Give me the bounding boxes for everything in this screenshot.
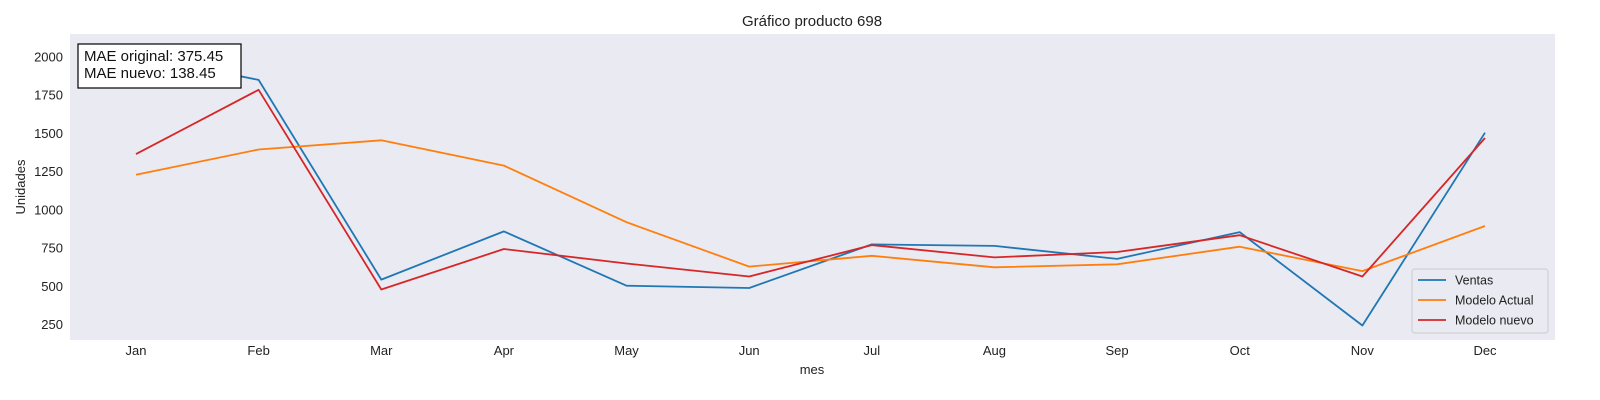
legend-box (1411, 268, 1549, 334)
y-tick-label: 500 (41, 279, 63, 294)
y-tick-label: 750 (41, 241, 63, 256)
mae-annotation-box (77, 43, 242, 89)
series-line-1 (135, 54, 1486, 327)
mae-annotation: MAE original: 375.45 MAE nuevo: 138.45 (77, 43, 242, 89)
series-line-3 (135, 88, 1486, 291)
y-axis-ticks: 250 500 750 1000 1250 1500 1750 2000 (34, 49, 63, 332)
chart-title: Gráfico producto 698 (742, 13, 882, 30)
x-tick-label: Apr (494, 343, 515, 358)
x-axis-ticks: Jan Feb Mar Apr May Jun Jul Aug Sep Oct Nov Dec (126, 343, 1498, 358)
x-tick-label: Aug (983, 343, 1006, 358)
x-tick-label: Sep (1106, 343, 1129, 358)
y-tick-label: 250 (41, 317, 63, 332)
y-axis-label: Unidades (13, 159, 28, 214)
legend-label: Modelo nuevo (1455, 314, 1534, 328)
x-tick-label: Jul (864, 343, 881, 358)
legend: Ventas Modelo Actual Modelo nuevo (1411, 268, 1549, 334)
x-tick-label: Nov (1351, 343, 1375, 358)
series-lines (135, 54, 1486, 327)
plot-area (70, 34, 1555, 340)
y-tick-label: 1500 (34, 126, 63, 141)
y-tick-label: 1750 (34, 88, 63, 103)
legend-label: Modelo Actual (1455, 294, 1534, 308)
mae-original-text: MAE original: 375.45 (84, 48, 223, 65)
y-tick-label: 1250 (34, 164, 63, 179)
x-axis-label: mes (800, 362, 825, 377)
x-tick-label: Oct (1230, 343, 1251, 358)
x-tick-label: Dec (1473, 343, 1497, 358)
x-tick-label: Jan (126, 343, 147, 358)
y-tick-label: 2000 (34, 49, 63, 64)
x-tick-label: May (614, 343, 639, 358)
x-tick-label: Feb (247, 343, 269, 358)
x-tick-label: Jun (739, 343, 760, 358)
x-tick-label: Mar (370, 343, 393, 358)
mae-nuevo-text: MAE nuevo: 138.45 (84, 65, 216, 82)
legend-label: Ventas (1455, 274, 1493, 288)
y-tick-label: 1000 (34, 202, 63, 217)
